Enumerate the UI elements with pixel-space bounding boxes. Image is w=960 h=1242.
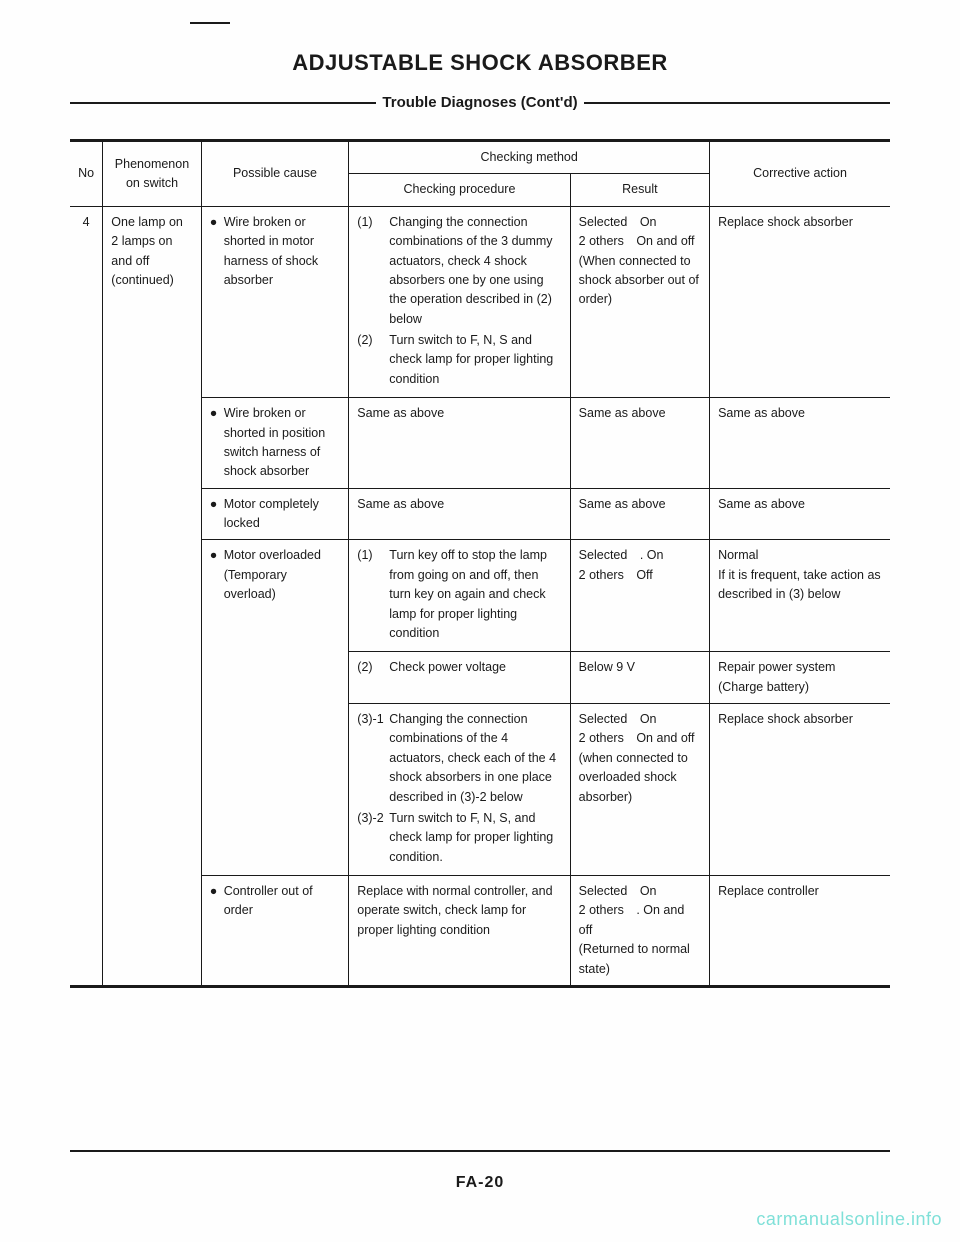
proc-4d-num: (3)-2 — [357, 809, 389, 867]
cause-1-text: Wire broken or shorted in motor harness … — [224, 213, 341, 291]
page-content: ADJUSTABLE SHOCK ABSORBER Trouble Diagno… — [0, 0, 960, 988]
cell-proc-2: Same as above — [349, 398, 570, 489]
cell-res-1: Selected On 2 others On and off (When co… — [570, 206, 709, 397]
rule-left — [70, 102, 376, 104]
cause-4-text: Motor overloaded (Temporary overload) — [224, 546, 341, 604]
proc-1a-text: Changing the connection combinations of … — [389, 213, 561, 329]
cell-proc-4c: (3)-1Changing the connection combination… — [349, 704, 570, 876]
cell-act-4b: Repair power system (Charge battery) — [710, 652, 890, 704]
cell-act-1: Replace shock absorber — [710, 206, 890, 397]
cell-act-5: Replace controller — [710, 876, 890, 987]
subtitle-row: Trouble Diagnoses (Cont'd) — [70, 94, 890, 111]
cell-res-5: Selected On 2 others . On and off (Retur… — [570, 876, 709, 987]
cell-cause-3: ●Motor completely locked — [201, 488, 349, 540]
footer-rule — [70, 1150, 890, 1153]
cell-res-4a: Selected . On 2 others Off — [570, 540, 709, 652]
cell-phenomenon: One lamp on 2 lamps on and off (continue… — [103, 206, 201, 986]
cause-3-text: Motor completely locked — [224, 495, 341, 534]
cell-cause-2: ●Wire broken or shorted in position swit… — [201, 398, 349, 489]
cell-act-3: Same as above — [710, 488, 890, 540]
subtitle: Trouble Diagnoses (Cont'd) — [376, 94, 583, 111]
cell-act-2: Same as above — [710, 398, 890, 489]
proc-4d-text: Turn switch to F, N, S, and check lamp f… — [389, 809, 561, 867]
cell-proc-3: Same as above — [349, 488, 570, 540]
cell-cause-1: ●Wire broken or shorted in motor harness… — [201, 206, 349, 397]
cell-proc-5: Replace with normal controller, and oper… — [349, 876, 570, 987]
page-number: FA-20 — [0, 1174, 960, 1192]
cell-proc-4a: (1)Turn key off to stop the lamp from go… — [349, 540, 570, 652]
document-title: ADJUSTABLE SHOCK ABSORBER — [70, 50, 890, 76]
proc-4c-text: Changing the connection combinations of … — [389, 710, 561, 807]
cell-proc-1: (1)Changing the connection combinations … — [349, 206, 570, 397]
diagnosis-table: No Phenomenon on switch Possible cause C… — [70, 139, 890, 988]
cause-5-text: Controller out of order — [224, 882, 341, 921]
hdr-procedure: Checking procedure — [349, 174, 570, 206]
cell-act-4c: Replace shock absorber — [710, 704, 890, 876]
proc-4a-num: (1) — [357, 546, 389, 643]
hdr-cause: Possible cause — [201, 141, 349, 207]
cell-act-4a: Normal If it is frequent, take action as… — [710, 540, 890, 652]
cell-res-2: Same as above — [570, 398, 709, 489]
proc-1b-text: Turn switch to F, N, S and check lamp fo… — [389, 331, 561, 389]
cell-no: 4 — [70, 206, 103, 986]
proc-4b-text: Check power voltage — [389, 658, 506, 677]
top-dash-decoration — [190, 22, 230, 24]
cell-res-4b: Below 9 V — [570, 652, 709, 704]
proc-1b-num: (2) — [357, 331, 389, 389]
proc-4a-text: Turn key off to stop the lamp from going… — [389, 546, 561, 643]
hdr-phenomenon: Phenomenon on switch — [103, 141, 201, 207]
watermark: carmanualsonline.info — [756, 1209, 942, 1230]
hdr-no: No — [70, 141, 103, 207]
cause-2-text: Wire broken or shorted in position switc… — [224, 404, 341, 482]
proc-4b-num: (2) — [357, 658, 389, 677]
hdr-action: Corrective action — [710, 141, 890, 207]
cell-res-4c: Selected On 2 others On and off (when co… — [570, 704, 709, 876]
proc-1a-num: (1) — [357, 213, 389, 329]
cell-cause-5: ●Controller out of order — [201, 876, 349, 987]
cell-res-3: Same as above — [570, 488, 709, 540]
hdr-result: Result — [570, 174, 709, 206]
rule-right — [584, 102, 890, 104]
hdr-method: Checking method — [349, 141, 710, 174]
proc-4c-num: (3)-1 — [357, 710, 389, 807]
cell-cause-4: ●Motor overloaded (Temporary overload) — [201, 540, 349, 876]
cell-proc-4b: (2)Check power voltage — [349, 652, 570, 704]
